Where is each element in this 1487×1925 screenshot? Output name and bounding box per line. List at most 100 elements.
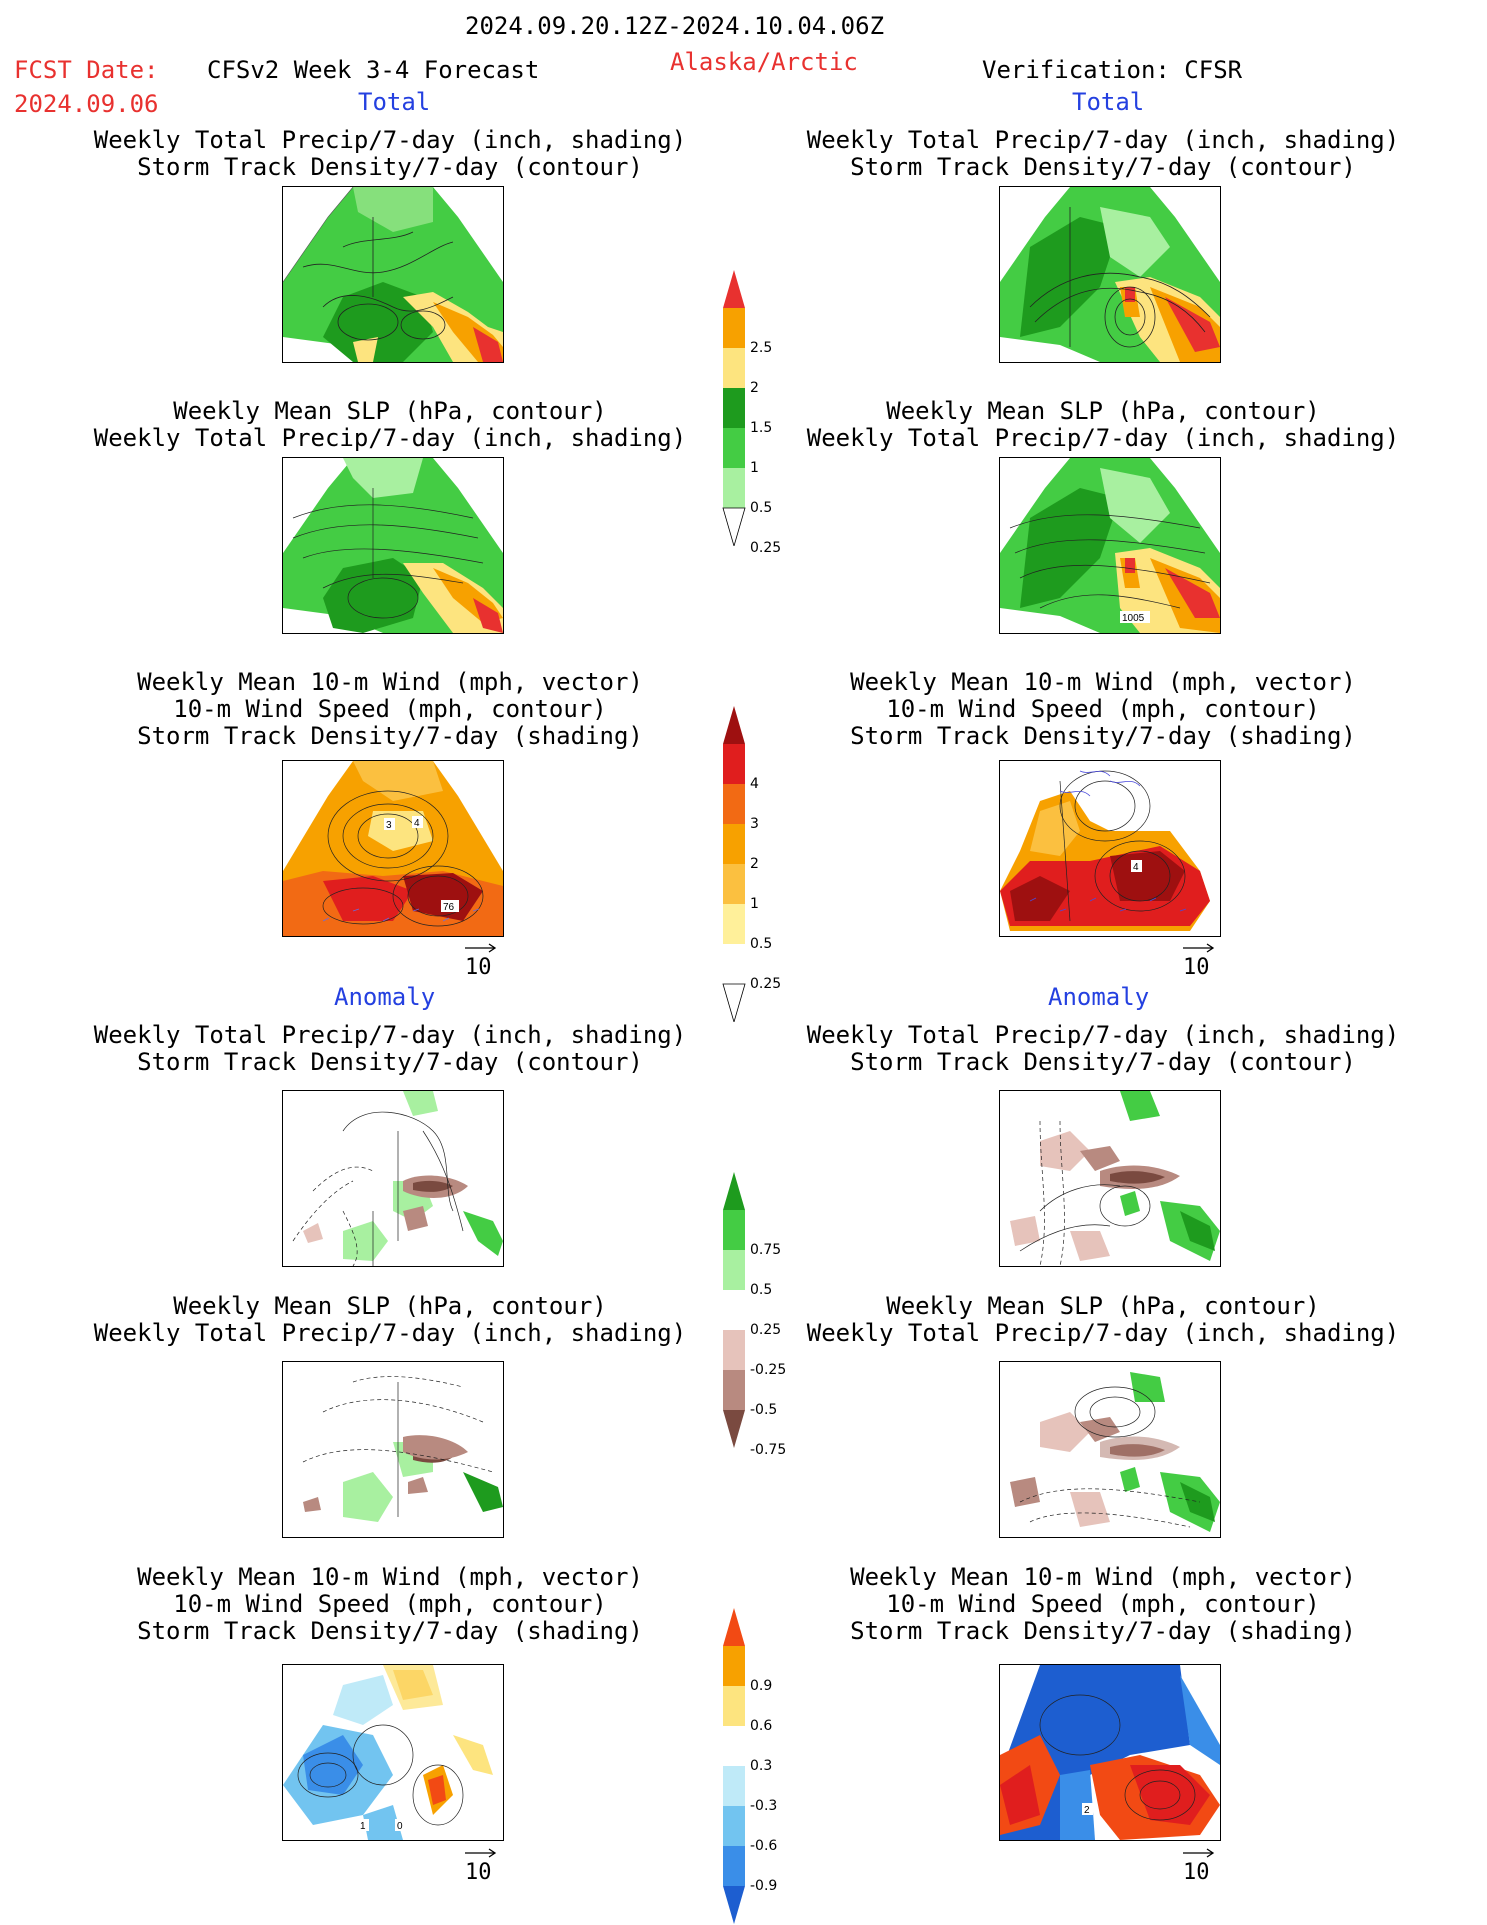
colorbar-label: -0.25 — [750, 1362, 787, 1378]
section-total-left: Total — [358, 88, 431, 116]
colorbar-swatch — [723, 428, 745, 468]
colorbar-swatch — [723, 944, 745, 984]
colorbar-label: 2 — [750, 856, 759, 872]
colorbar-swatch — [723, 388, 745, 428]
colorbar-label: 0.5 — [750, 1282, 773, 1298]
colorbar-tip-bottom — [723, 1886, 745, 1924]
colorbar-label: -0.9 — [750, 1878, 778, 1894]
colorbar-storm-anom: 0.9 0.6 0.3 -0.3 -0.6 -0.9 — [722, 1608, 804, 1924]
colorbar-label: 2.5 — [750, 340, 773, 356]
contour-label-c: 76 — [443, 902, 455, 913]
colorbar-swatch — [723, 1686, 745, 1726]
colorbar-swatch — [723, 1330, 745, 1370]
map-slp-precip-total-fcst — [282, 457, 504, 634]
colorbar-swatch — [723, 904, 745, 944]
colorbar-label: 0.25 — [750, 1322, 782, 1338]
arrow-right-icon — [1183, 943, 1215, 953]
colorbar-swatch — [723, 784, 745, 824]
colorbar-label: 0.25 — [750, 976, 782, 992]
title-slp-precip-total-fcst: Weekly Mean SLP (hPa, contour) Weekly Tot… — [93, 397, 687, 452]
date-range: 2024.09.20.12Z-2024.10.04.06Z — [465, 12, 885, 40]
colorbar-label: 0.5 — [750, 500, 773, 516]
title-slp-precip-anom-fcst: Weekly Mean SLP (hPa, contour) Weekly Tot… — [93, 1292, 687, 1347]
title-precip-storm-anom-fcst: Weekly Total Precip/7-day (inch, shading… — [93, 1021, 687, 1076]
title-wind-total-obs: Weekly Mean 10-m Wind (mph, vector) 10-m … — [850, 668, 1356, 750]
map-precip-storm-anom-fcst — [282, 1090, 504, 1267]
colorbar-label: 0.3 — [750, 1758, 773, 1774]
map-precip-storm-total-obs — [999, 186, 1221, 363]
title-precip-storm-total-obs: Weekly Total Precip/7-day (inch, shading… — [806, 126, 1400, 181]
colorbar-tip-top — [723, 270, 745, 308]
title-slp-precip-anom-obs: Weekly Mean SLP (hPa, contour) Weekly Tot… — [806, 1292, 1400, 1347]
colorbar-label: 0.25 — [750, 540, 782, 556]
colorbar-swatch — [723, 1766, 745, 1806]
colorbar-tip-bottom — [723, 1410, 745, 1448]
colorbar-swatches — [722, 706, 746, 1022]
model-title: CFSv2 Week 3-4 Forecast — [207, 56, 540, 84]
colorbar-swatches — [722, 270, 746, 546]
map-precip-storm-total-fcst — [282, 186, 504, 363]
title-precip-storm-total-fcst: Weekly Total Precip/7-day (inch, shading… — [93, 126, 687, 181]
colorbar-swatch — [723, 1806, 745, 1846]
colorbar-label: 1 — [750, 460, 759, 476]
title-wind-anom-obs: Weekly Mean 10-m Wind (mph, vector) 10-m … — [850, 1563, 1356, 1645]
fcst-date: 2024.09.06 — [14, 90, 159, 118]
colorbar-label: 4 — [750, 776, 759, 792]
colorbar-tip-bottom — [722, 983, 746, 1022]
colorbar-precip-total: 2.5 2 1.5 1 0.5 0.25 — [722, 270, 804, 556]
vector-ref-anom-fcst: 10 — [465, 1848, 497, 1885]
colorbar-label: 1.5 — [750, 420, 773, 436]
title-wind-anom-fcst: Weekly Mean 10-m Wind (mph, vector) 10-m … — [137, 1563, 643, 1645]
colorbar-label: 0.75 — [750, 1242, 782, 1258]
verification-title: Verification: CFSR — [982, 56, 1243, 84]
colorbar-tip-top — [723, 1608, 745, 1646]
map-wind-total-obs: 4 — [999, 760, 1221, 937]
colorbar-swatch — [723, 1210, 745, 1250]
section-total-right: Total — [1072, 88, 1145, 116]
section-anomaly-left: Anomaly — [334, 983, 436, 1011]
colorbar-storm-total: 4 3 2 1 0.5 0.25 — [722, 706, 804, 1022]
arrow-right-icon — [1183, 1848, 1215, 1858]
map-precip-storm-anom-obs — [999, 1090, 1221, 1267]
colorbar-tip-top — [723, 1172, 745, 1210]
colorbar-swatch — [723, 864, 745, 904]
colorbar-label: -0.75 — [750, 1442, 787, 1458]
colorbar-tip-top — [723, 706, 745, 744]
map-slp-precip-anom-obs — [999, 1361, 1221, 1538]
colorbar-tip-bottom — [722, 507, 746, 546]
map-slp-precip-total-obs: 1005 — [999, 457, 1221, 634]
colorbar-swatch — [723, 348, 745, 388]
colorbar-swatch — [723, 744, 745, 784]
colorbar-swatch — [723, 1290, 745, 1330]
contour-label-a: 3 — [386, 820, 392, 831]
colorbar-swatch — [723, 1646, 745, 1686]
colorbar-label: 1 — [750, 896, 759, 912]
contour-label-anom-a: 1 — [360, 1821, 366, 1832]
colorbar-label: 0.6 — [750, 1718, 773, 1734]
colorbar-label: -0.6 — [750, 1838, 778, 1854]
colorbar-swatch — [723, 1726, 745, 1766]
colorbar-precip-anom: 0.75 0.5 0.25 -0.25 -0.5 -0.75 — [722, 1172, 804, 1458]
colorbar-swatch — [723, 308, 745, 348]
title-wind-total-fcst: Weekly Mean 10-m Wind (mph, vector) 10-m … — [137, 668, 643, 750]
colorbar-swatches — [723, 1608, 745, 1924]
contour-label-anom-obs: 2 — [1084, 1805, 1090, 1816]
contour-label-slp: 1005 — [1122, 613, 1145, 624]
title-slp-precip-total-obs: Weekly Mean SLP (hPa, contour) Weekly Tot… — [806, 397, 1400, 452]
colorbar-swatch — [723, 468, 745, 508]
colorbar-label: 0.9 — [750, 1678, 773, 1694]
vector-ref-anom-obs: 10 — [1183, 1848, 1215, 1885]
map-wind-total-fcst: 3 4 76 — [282, 760, 504, 937]
colorbar-label: 0.5 — [750, 936, 773, 952]
colorbar-swatch — [723, 1250, 745, 1290]
vector-ref-total-obs: 10 — [1183, 943, 1215, 980]
colorbar-swatch — [723, 824, 745, 864]
contour-label-wind-obs: 4 — [1133, 862, 1139, 873]
colorbar-label: 2 — [750, 380, 759, 396]
arrow-right-icon — [465, 943, 497, 953]
colorbar-swatches — [723, 1172, 745, 1448]
colorbar-label: -0.5 — [750, 1402, 778, 1418]
contour-label-anom-b: 0 — [397, 1821, 403, 1832]
map-slp-precip-anom-fcst — [282, 1361, 504, 1538]
vector-ref-total-fcst: 10 — [465, 943, 497, 980]
